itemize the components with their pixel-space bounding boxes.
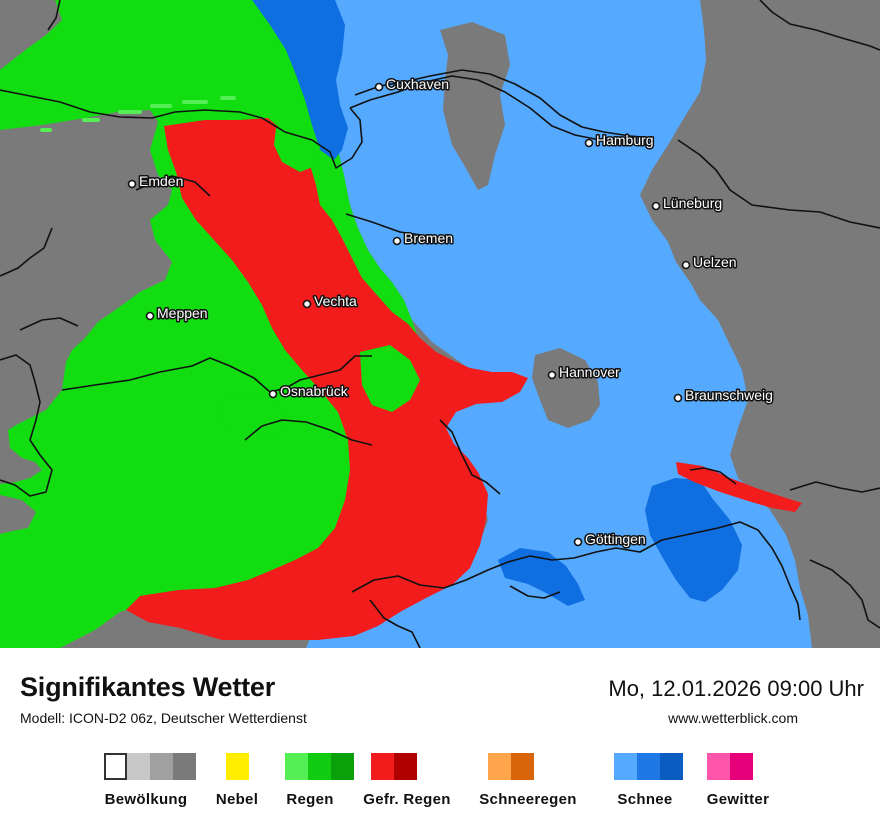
east-frisian-islands [40,96,236,132]
no-precip-elbe [440,22,600,428]
city-dot [302,299,312,309]
legend-label: Schneeregen [479,791,577,808]
legend-swatches [488,753,534,780]
legend-swatches [371,753,417,780]
map-footer: Signifikantes Wetter Modell: ICON-D2 06z… [0,648,880,830]
no-precip-east [640,0,880,648]
city-uelzen: Uelzen [681,253,738,272]
city-lueneburg: Lüneburg [651,194,724,213]
freezing-rain-area [126,118,802,640]
city-label: Vechta [314,293,357,309]
city-dot [673,393,683,403]
weather-legend: Bewölkung Nebel Regen Gefr. Regen Schneerege… [0,753,880,823]
city-label: Meppen [157,305,208,321]
city-goettingen: Göttingen [573,530,647,549]
legend-swatch [173,753,196,780]
city-label: Bremen [404,230,453,246]
city-vechta: Vechta [302,292,359,311]
legend-swatches [226,753,249,780]
city-dot [374,82,384,92]
city-label: Uelzen [693,254,737,270]
city-label: Hamburg [596,132,654,148]
heavy-snow-area [252,0,742,606]
legend-swatch [285,753,308,780]
legend-swatch [488,753,511,780]
legend-label: Regen [286,791,334,808]
city-label: Cuxhaven [386,76,449,92]
legend-swatches [285,753,354,780]
map-title: Signifikantes Wetter [20,672,276,702]
model-source: Modell: ICON-D2 06z, Deutscher Wetterdie… [20,710,307,726]
legend-swatches [707,753,753,780]
legend-swatch [707,753,730,780]
city-osnabrueck: Osnabrück [268,382,350,401]
legend-label: Gewitter [706,791,770,808]
legend-regen [285,753,354,780]
city-hannover: Hannover [547,363,622,382]
legend-label: Gefr. Regen [363,791,451,808]
legend-gewitter [707,753,753,780]
legend-swatch [511,753,534,780]
valid-datetime: Mo, 12.01.2026 09:00 Uhr [608,676,864,701]
legend-swatch [104,753,127,780]
legend-swatch [637,753,660,780]
no-precip-west [0,0,172,534]
legend-gefr-regen [371,753,417,780]
legend-swatch [660,753,683,780]
city-dot [145,311,155,321]
legend-swatch [614,753,637,780]
city-label: Lüneburg [663,195,722,211]
legend-swatches [614,753,683,780]
legend-schnee [614,753,683,780]
legend-bewoelkung [104,753,196,780]
city-braunschweig: Braunschweig [673,386,774,405]
legend-label: Bewölkung [104,791,188,808]
city-label: Hannover [559,364,620,380]
coastlines [0,0,880,648]
city-dot [681,260,691,270]
legend-swatch [394,753,417,780]
city-dot [584,138,594,148]
city-label: Emden [139,173,183,189]
city-emden: Emden [127,172,185,191]
legend-swatch [150,753,173,780]
legend-schneeregen [488,753,534,780]
legend-swatch [331,753,354,780]
legend-swatch [730,753,753,780]
legend-nebel [226,753,249,780]
city-dot [573,537,583,547]
city-bremen: Bremen [392,229,455,248]
website-link[interactable]: www.wetterblick.com [668,710,798,726]
city-label: Braunschweig [685,387,773,403]
legend-swatch [226,753,249,780]
city-dot [651,201,661,211]
legend-swatch [127,753,150,780]
legend-swatch [371,753,394,780]
legend-label: Nebel [215,791,259,808]
city-dot [547,370,557,380]
city-dot [392,236,402,246]
legend-label: Schnee [617,791,673,808]
city-dot [268,389,278,399]
city-cuxhaven: Cuxhaven [374,75,451,94]
city-label: Osnabrück [280,383,349,399]
legend-swatch [308,753,331,780]
city-label: Göttingen [585,531,646,547]
city-dot [127,179,137,189]
rain-patch-vechta [220,128,420,440]
city-meppen: Meppen [145,304,209,323]
city-markers: Cuxhaven Hamburg Emden Lüneburg Bremen Uelzen… [127,75,774,549]
weather-map: Cuxhaven Hamburg Emden Lüneburg Bremen Uelzen… [0,0,880,648]
legend-swatches [104,753,196,780]
city-hamburg: Hamburg [584,131,655,150]
